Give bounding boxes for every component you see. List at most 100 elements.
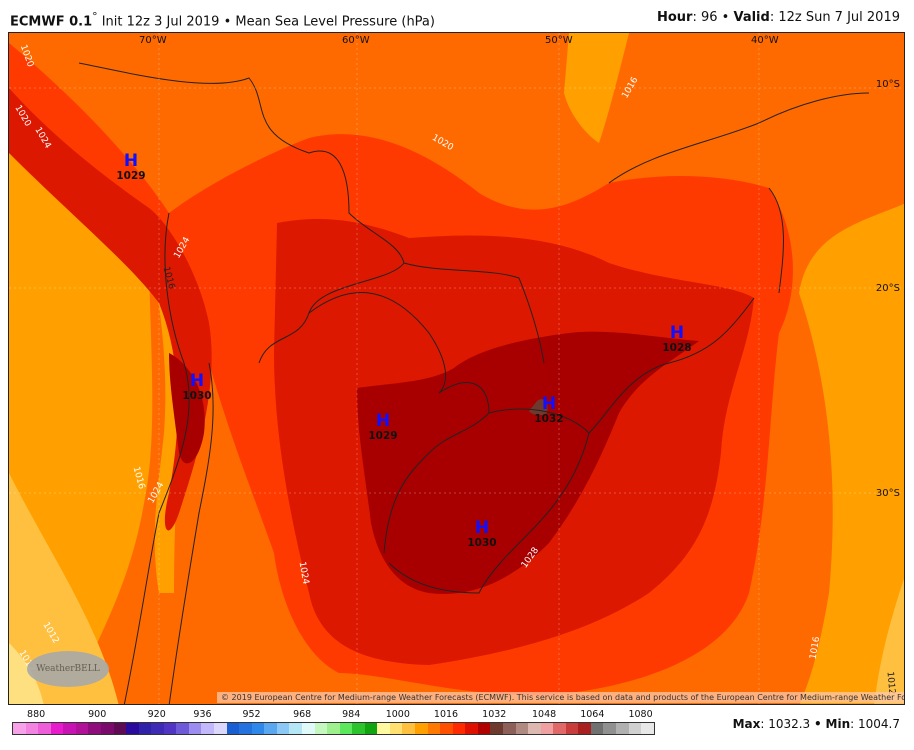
high-pressure-marker: H 1030	[462, 520, 502, 550]
colorbar-swatch	[151, 723, 164, 734]
colorbar-tick-label: 936	[193, 709, 212, 720]
colorbar-swatch	[289, 723, 302, 734]
pressure-value: 1029	[116, 170, 146, 182]
colorbar-swatch	[502, 723, 516, 734]
latitude-label: 30°S	[875, 488, 900, 499]
fill-1016-northeast	[564, 33, 629, 143]
colorbar-swatch	[641, 723, 654, 734]
colorbar-tick-label: 920	[147, 709, 166, 720]
border-line	[308, 292, 490, 554]
graticule	[9, 33, 904, 704]
colorbar-swatch	[440, 723, 453, 734]
colorbar-swatch	[13, 723, 26, 734]
colorbar-swatch	[377, 723, 390, 734]
country-borders	[78, 62, 870, 704]
colorbar-swatch	[477, 723, 491, 734]
colorbar-swatch	[339, 723, 353, 734]
colorbar-swatch	[276, 723, 290, 734]
colorbar-swatch	[251, 723, 265, 734]
border-line	[123, 212, 190, 704]
colorbar-swatch	[616, 723, 629, 734]
colorbar-swatch	[540, 723, 554, 734]
separator: •	[721, 10, 730, 25]
pressure-value: 1032	[534, 413, 564, 425]
colorbar-labels: 880 900 920 936 952 968 984 1000 1016 1032 1048 106…	[12, 709, 655, 721]
colorbar-swatch	[63, 723, 76, 734]
colorbar-swatch	[603, 723, 616, 734]
coastline	[388, 432, 590, 594]
copyright-notice: © 2019 European Centre for Medium-range …	[217, 692, 904, 703]
valid-info: Hour: 96 • Valid: 12z Sun 7 Jul 2019	[657, 10, 900, 25]
separator: •	[223, 14, 232, 30]
weatherbell-logo: WeatherBELL	[27, 651, 109, 687]
colorbar-swatch	[352, 723, 365, 734]
colorbar-tick-label: 984	[342, 709, 361, 720]
fill-1028	[357, 331, 699, 594]
max-label: Max	[732, 717, 761, 731]
pressure-value: 1029	[368, 430, 398, 442]
colorbar-swatch	[226, 723, 240, 734]
colorbar-swatch	[264, 723, 277, 734]
high-pressure-marker: H 1029	[363, 413, 403, 443]
high-pressure-marker: H 1030	[177, 371, 217, 403]
colorbar-swatch	[515, 723, 529, 734]
coastline	[488, 297, 755, 434]
colorbar-swatch	[88, 723, 101, 734]
latitude-label: 10°S	[875, 79, 900, 90]
valid-value: : 12z Sun 7 Jul 2019	[769, 10, 900, 25]
border-line	[78, 62, 405, 364]
colorbar-swatch	[163, 723, 177, 734]
colorbar-tick-label: 952	[242, 709, 261, 720]
longitude-label: 50°W	[545, 35, 573, 46]
fill-1012-east	[799, 203, 904, 704]
colorbar-swatch	[452, 723, 466, 734]
colorbar-swatch	[327, 723, 340, 734]
high-pressure-marker: H 1032	[529, 394, 569, 426]
colorbar-tick-label: 1000	[385, 709, 410, 720]
min-label: Min	[825, 717, 851, 731]
h-symbol: H	[123, 151, 139, 171]
colorbar-swatch	[25, 723, 39, 734]
longitude-label: 60°W	[342, 35, 370, 46]
init-time: Init 12z 3 Jul 2019	[101, 14, 220, 30]
colorbar-swatch	[364, 723, 378, 734]
pressure-value: 1030	[467, 537, 497, 549]
colorbar-tick-label: 968	[293, 709, 312, 720]
colorbar-swatch	[314, 723, 328, 734]
pressure-value: 1028	[662, 342, 692, 354]
h-symbol: H	[541, 394, 557, 414]
longitude-label: 40°W	[751, 35, 779, 46]
max-min-stats: Max: 1032.3 • Min: 1004.7	[733, 717, 900, 731]
colorbar-swatch	[138, 723, 152, 734]
pressure-map: 70°W 60°W 50°W 40°W 10°S 20°S 30°S H 1029…	[8, 32, 905, 705]
border-line	[168, 362, 214, 704]
fill-1024-andes	[9, 88, 212, 531]
colorbar-swatch	[188, 723, 202, 734]
model-name: ECMWF 0.1	[10, 14, 93, 30]
max-value: : 1032.3	[760, 717, 811, 731]
fill-1008-east	[874, 578, 904, 704]
colorbar-swatch	[553, 723, 566, 734]
h-symbol: H	[189, 371, 205, 391]
colorbar-tick-label: 1032	[482, 709, 507, 720]
colorbar-swatch	[528, 723, 541, 734]
fill-1028-andes	[169, 353, 205, 464]
colorbar-tick-label: 880	[27, 709, 46, 720]
border-line	[403, 262, 545, 364]
colorbar-swatch	[100, 723, 114, 734]
hour-label: Hour	[656, 10, 693, 25]
colorbar-swatch	[176, 723, 189, 734]
colorbar-swatch	[578, 723, 591, 734]
colorbar-tick-label: 1080	[628, 709, 653, 720]
colorbar-swatch	[402, 723, 415, 734]
colorbar-swatch	[490, 723, 503, 734]
high-pressure-marker: H 1029	[111, 151, 151, 183]
high-pressure-marker: H 1028	[657, 323, 697, 355]
h-symbol: H	[669, 323, 685, 343]
fill-1004-west	[9, 643, 44, 704]
longitude-label: 70°W	[139, 35, 167, 46]
colorbar-tick-label: 900	[88, 709, 107, 720]
degree-symbol: °	[92, 10, 98, 23]
colorbar-swatch	[75, 723, 89, 734]
contour-fill	[9, 33, 904, 704]
